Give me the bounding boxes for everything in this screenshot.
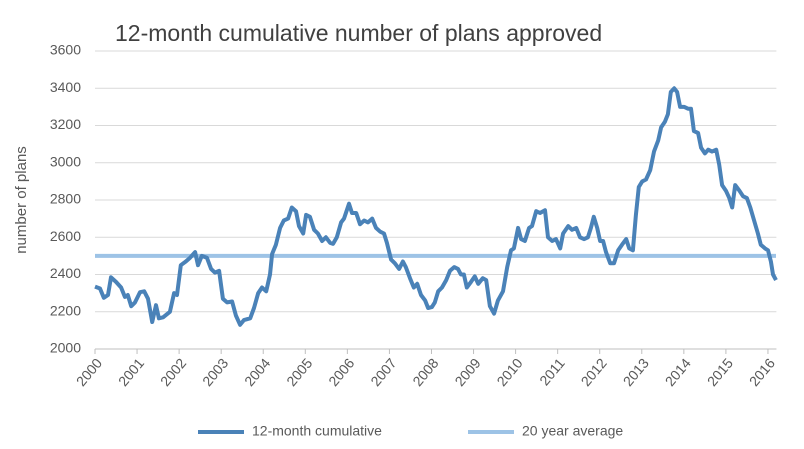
y-tick-label: 2800	[50, 191, 81, 207]
y-tick-label: 3000	[50, 153, 81, 169]
x-tick-label: 2000	[73, 355, 105, 389]
series-line	[94, 86, 778, 327]
y-tick-label: 2400	[50, 265, 81, 281]
x-tick-label: 2005	[283, 355, 315, 389]
x-tick-label: 2009	[451, 355, 483, 389]
legend-label: 20 year average	[522, 423, 623, 439]
x-tick-label: 2010	[493, 355, 525, 389]
legend-label: 12-month cumulative	[252, 423, 382, 439]
x-tick-label: 2003	[199, 355, 231, 389]
x-tick-label: 2001	[115, 355, 147, 389]
y-tick-label: 3200	[50, 116, 81, 132]
x-tick-label: 2006	[325, 355, 357, 389]
x-tick-label: 2002	[157, 355, 189, 389]
y-tick-label: 2200	[50, 302, 81, 318]
x-tick-label: 2011	[536, 355, 568, 389]
x-tick-label: 2013	[620, 355, 652, 389]
y-tick-label: 3400	[50, 79, 81, 95]
y-axis-label: number of plans	[13, 146, 30, 254]
y-tick-label: 2000	[50, 340, 81, 356]
x-tick-label: 2016	[746, 355, 778, 389]
chart-title: 12-month cumulative number of plans appr…	[115, 20, 602, 46]
x-tick-label: 2012	[578, 355, 610, 389]
y-tick-label: 3600	[50, 42, 81, 58]
y-tick-label: 2600	[50, 228, 81, 244]
x-tick-label: 2004	[241, 355, 273, 389]
x-tick-label: 2007	[367, 355, 399, 389]
x-tick-label: 2008	[409, 355, 441, 389]
x-tick-label: 2014	[662, 355, 694, 389]
x-tick-label: 2015	[704, 355, 736, 389]
